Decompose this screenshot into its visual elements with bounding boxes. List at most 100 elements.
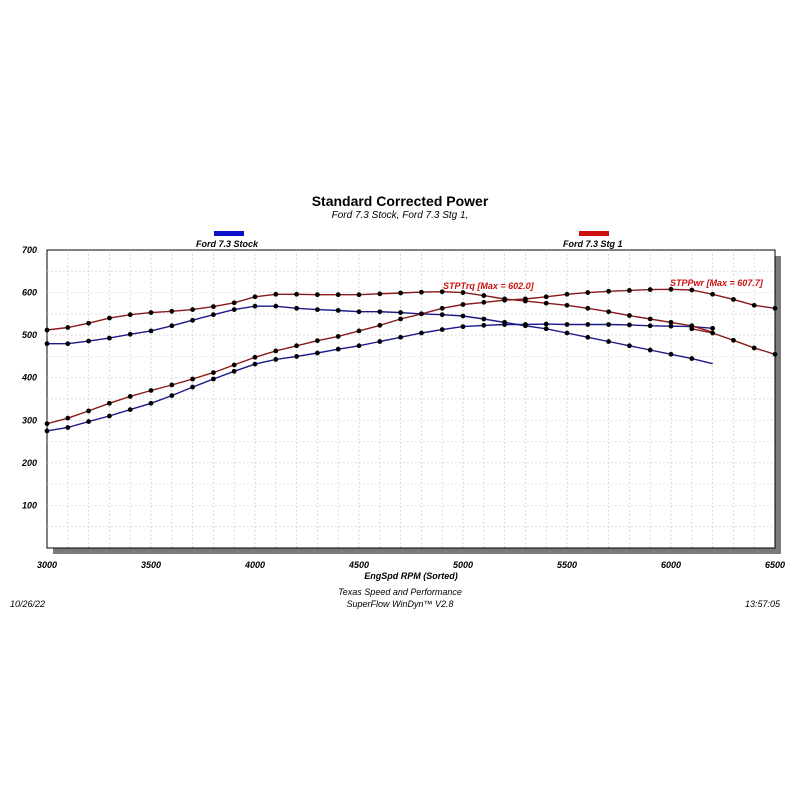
- series-point: [398, 290, 403, 296]
- series-point: [335, 334, 341, 339]
- series-point: [86, 419, 91, 424]
- series-line-3: [46, 288, 776, 425]
- x-tick-label: 4000: [244, 560, 265, 570]
- series-point: [273, 303, 279, 309]
- series-point: [65, 341, 71, 347]
- legend-swatch-stock: [214, 231, 244, 236]
- series-point: [252, 294, 258, 300]
- series-point: [606, 322, 611, 327]
- footer-company: Texas Speed and Performance: [338, 587, 462, 597]
- series-point: [668, 323, 674, 329]
- series-point: [585, 305, 591, 311]
- series-point: [356, 292, 362, 298]
- series-point: [689, 356, 695, 361]
- series-point: [751, 302, 757, 308]
- series-point: [668, 286, 674, 292]
- series-point: [335, 292, 341, 298]
- y-tick-label: 600: [22, 288, 37, 298]
- series-point: [294, 343, 299, 349]
- series-point: [169, 382, 175, 388]
- series-point: [127, 312, 133, 318]
- series-point: [315, 338, 320, 344]
- series-point: [190, 307, 196, 312]
- series-point: [523, 322, 528, 327]
- series-point: [231, 368, 237, 374]
- series-point: [44, 421, 50, 427]
- series-point: [273, 348, 279, 354]
- x-tick-label: 5000: [453, 560, 473, 570]
- series-point: [127, 331, 133, 337]
- series-point: [439, 289, 445, 295]
- series-point: [585, 290, 591, 295]
- series-point: [606, 339, 611, 344]
- series-point: [564, 330, 570, 336]
- series-point: [294, 291, 299, 297]
- series-point: [710, 291, 715, 297]
- footer-date: 10/26/22: [10, 599, 46, 609]
- series-point: [668, 351, 674, 357]
- series-point: [356, 309, 362, 315]
- series-point: [335, 308, 341, 313]
- series-point: [481, 299, 487, 305]
- series-point: [169, 308, 175, 314]
- series-point: [252, 354, 258, 360]
- series-point: [502, 297, 507, 303]
- series-point: [190, 317, 196, 323]
- series-point: [606, 288, 611, 294]
- series-point: [127, 407, 133, 413]
- series-point: [65, 425, 71, 430]
- series-point: [668, 319, 674, 325]
- x-axis-label: EngSpd RPM (Sorted): [364, 571, 458, 581]
- series-point: [148, 388, 154, 393]
- series-point: [585, 334, 591, 340]
- series-point: [564, 302, 570, 308]
- series-point: [710, 325, 715, 331]
- series-point: [294, 305, 299, 311]
- series-point: [689, 287, 695, 293]
- series-point: [460, 290, 466, 295]
- series-point: [627, 313, 632, 318]
- series-point: [564, 322, 570, 327]
- series-point: [377, 339, 383, 344]
- series-point: [481, 322, 487, 328]
- series-point: [273, 357, 279, 362]
- series-point: [86, 338, 91, 344]
- series-point: [377, 322, 383, 328]
- y-tick-label: 400: [21, 373, 37, 383]
- series-point: [252, 361, 258, 367]
- series-point: [460, 302, 466, 307]
- x-tick-label: 3500: [141, 560, 161, 570]
- series-point: [190, 376, 196, 382]
- x-tick-label: 4500: [348, 560, 369, 570]
- series-point: [107, 413, 112, 419]
- legend-swatch-stg1: [579, 231, 609, 236]
- series-point: [148, 328, 154, 334]
- series-point: [65, 325, 71, 330]
- series-point: [710, 330, 715, 336]
- series-point: [647, 323, 653, 329]
- series-point: [231, 300, 237, 306]
- series-point: [398, 310, 403, 315]
- series-point: [148, 400, 154, 406]
- legend-label-stock: Ford 7.3 Stock: [196, 239, 259, 249]
- series-point: [419, 311, 424, 317]
- series-point: [585, 322, 591, 327]
- series-point: [211, 304, 216, 310]
- series-point: [107, 315, 112, 321]
- series-point: [419, 330, 424, 336]
- series-point: [211, 312, 216, 318]
- series-point: [398, 334, 403, 340]
- footer-time: 13:57:05: [745, 599, 781, 609]
- series-point: [689, 326, 695, 332]
- series-point: [190, 384, 196, 390]
- series-point: [481, 316, 487, 322]
- series-point: [335, 346, 341, 352]
- series-point: [107, 335, 112, 341]
- series-point: [211, 370, 216, 376]
- series-point: [481, 293, 487, 298]
- series-point: [44, 428, 50, 434]
- series-point: [356, 328, 362, 334]
- series-point: [211, 376, 216, 382]
- series-point: [731, 337, 736, 343]
